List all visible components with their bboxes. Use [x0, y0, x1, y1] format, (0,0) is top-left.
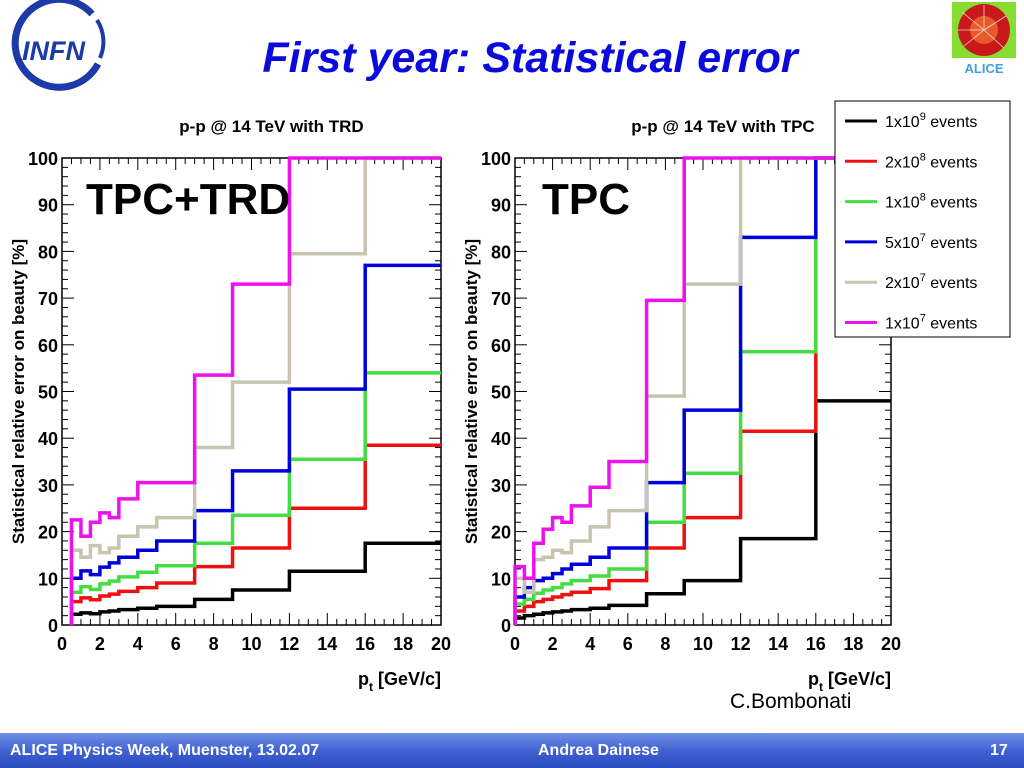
infn-logo-text: INFN — [22, 36, 85, 66]
c0-plot-frame — [61, 157, 442, 626]
c1-series-1e9 — [513, 399, 891, 625]
legend-box — [834, 100, 1011, 338]
c0-x-tick-label: 10 — [241, 634, 261, 654]
c1-x-tick-label: 0 — [510, 634, 520, 654]
c1-x-tick-label: 8 — [660, 634, 670, 654]
c0-series-2e8 — [69, 443, 441, 625]
c0-series-1e8 — [69, 371, 441, 625]
footer-author: Andrea Dainese — [538, 742, 659, 759]
c1-y-tick-label: 50 — [491, 383, 511, 403]
alice-logo-text: ALICE — [965, 61, 1004, 76]
c0-x-tick-label: 8 — [209, 634, 219, 654]
footer-bar: ALICE Physics Week, Muenster, 13.02.07 A… — [0, 733, 1024, 768]
c1-y-tick-label: 40 — [491, 429, 511, 449]
c1-y-tick-label: 70 — [491, 289, 511, 309]
c1-x-tick-label: 6 — [623, 634, 633, 654]
c1-series-1e8 — [513, 156, 891, 625]
panel-label-tpc-trd: TPC+TRD — [86, 175, 291, 224]
c1-series-2e8 — [513, 156, 891, 625]
c1-x-tick-label: 18 — [843, 634, 863, 654]
c0-x-tick-label: 18 — [393, 634, 413, 654]
author-credit: C.Bombonati — [730, 690, 852, 713]
c0-y-tick-label: 20 — [38, 523, 58, 543]
c0-x-tick-label: 0 — [57, 634, 67, 654]
c1-x-tick-label: 14 — [768, 634, 788, 654]
slide-title: First year: Statistical error — [262, 34, 798, 82]
c0-x-tick-label: 20 — [431, 634, 451, 654]
c1-y-tick-label: 20 — [491, 523, 511, 543]
c0-series-2e7 — [69, 156, 441, 625]
c1-x-tick-label: 16 — [806, 634, 826, 654]
alice-logo: ALICE — [952, 2, 1016, 76]
footer-event: ALICE Physics Week, Muenster, 13.02.07 — [10, 742, 320, 759]
c1-series-1e7 — [513, 156, 891, 625]
c0-y-tick-label: 50 — [38, 383, 58, 403]
c0-series-1e9 — [69, 541, 441, 625]
c1-y-tick-label: 90 — [491, 196, 511, 216]
c0-x-tick-label: 12 — [279, 634, 299, 654]
c0-series-5e7 — [69, 263, 441, 625]
c0-y-axis-label: Statistical relative error on beauty [%] — [9, 239, 28, 544]
legend-label-5e7: 5x107 events — [885, 232, 977, 252]
c1-series-2e7 — [513, 156, 891, 625]
legend-label-2e7: 2x107 events — [885, 272, 977, 292]
c0-series-1e7 — [69, 156, 441, 625]
infn-logo: INFN — [11, 0, 106, 91]
c0-x-tick-label: 14 — [317, 634, 337, 654]
legend-label-2e8: 2x108 events — [885, 151, 977, 171]
c0-x-axis-label: pt [GeV/c] — [358, 669, 441, 694]
c1-x-tick-label: 4 — [585, 634, 595, 654]
panel-label-tpc: TPC — [542, 175, 630, 224]
c0-y-tick-label: 60 — [38, 336, 58, 356]
c1-x-tick-label: 20 — [881, 634, 901, 654]
c1-y-tick-label: 30 — [491, 476, 511, 496]
c0-y-tick-label: 90 — [38, 196, 58, 216]
chart-left-tpc-trd: p-p @ 14 TeV with TRD 0 2 4 6 8 10 12 14 16 18 20 0 1… — [9, 117, 451, 694]
c1-y-tick-label: 0 — [501, 616, 511, 636]
c0-y-tick-label: 0 — [48, 616, 58, 636]
c0-y-tick-label: 30 — [38, 476, 58, 496]
legend-label-1e7: 1x107 events — [885, 313, 977, 333]
legend-label-1e9: 1x109 events — [885, 111, 977, 131]
c1-x-tick-label: 12 — [731, 634, 751, 654]
footer-page-number: 17 — [990, 742, 1008, 759]
c1-title: p-p @ 14 TeV with TPC — [631, 117, 814, 136]
legend-label-1e8: 1x108 events — [885, 192, 977, 212]
c1-y-axis-label: Statistical relative error on beauty [%] — [462, 239, 481, 544]
c0-x-tick-label: 6 — [171, 634, 181, 654]
c1-y-tick-label: 80 — [491, 242, 511, 262]
c0-y-tick-label: 80 — [38, 242, 58, 262]
c1-y-tick-label: 100 — [481, 149, 511, 169]
c1-x-tick-label: 2 — [548, 634, 558, 654]
c0-y-tick-label: 100 — [28, 149, 58, 169]
c1-y-tick-label: 10 — [491, 569, 511, 589]
c0-y-tick-label: 10 — [38, 569, 58, 589]
c0-x-tick-label: 2 — [95, 634, 105, 654]
c0-x-tick-label: 16 — [355, 634, 375, 654]
c0-y-tick-label: 40 — [38, 429, 58, 449]
chart-right-tpc: p-p @ 14 TeV with TPC 0 2 4 6 8 10 12 14 16 18 20 0 1… — [462, 100, 1011, 694]
c0-x-tick-label: 4 — [133, 634, 143, 654]
c1-y-tick-label: 60 — [491, 336, 511, 356]
c0-y-tick-label: 70 — [38, 289, 58, 309]
c1-x-axis-label: pt [GeV/c] — [808, 669, 891, 694]
c1-x-tick-label: 10 — [693, 634, 713, 654]
c0-title: p-p @ 14 TeV with TRD — [179, 117, 363, 136]
